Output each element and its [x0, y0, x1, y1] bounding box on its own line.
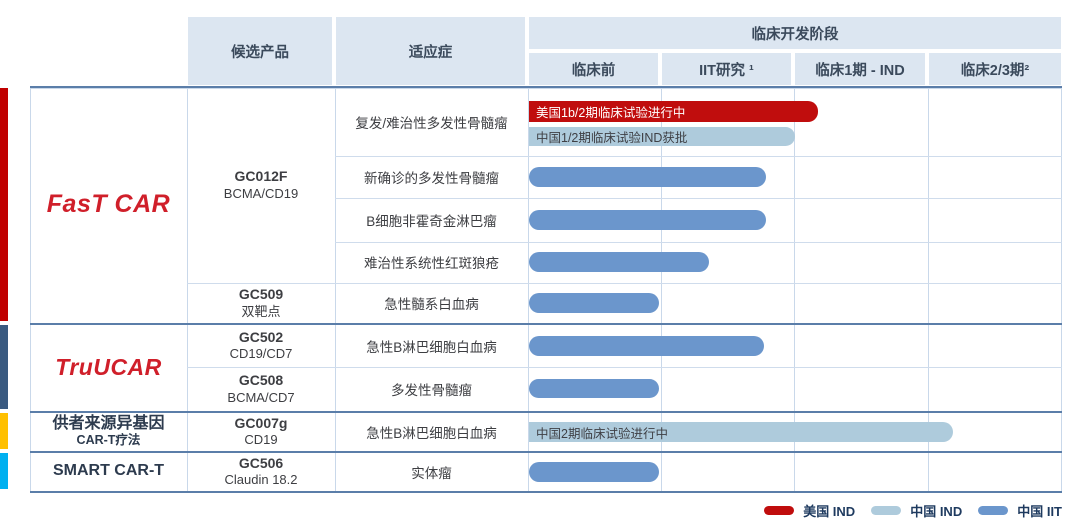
product-code: GC508: [238, 372, 284, 389]
grid-line: [661, 88, 662, 493]
platform-label-line1: 供者来源异基因: [52, 414, 165, 432]
product-target: CD19/CD7: [229, 346, 293, 362]
product-code: GC502: [238, 328, 284, 345]
product-target: Claudin 18.2: [224, 472, 298, 488]
product-code: GC509: [238, 286, 284, 303]
product-target: BCMA/CD7: [227, 389, 295, 405]
group-divider: [30, 451, 1062, 453]
grid-line: [335, 242, 1062, 243]
product-gc012f: GC012F BCMA/CD19: [188, 88, 334, 282]
indication-ball-gc502: 急性B淋巴细胞白血病: [366, 339, 497, 355]
platform-smartcart: SMART CAR-T: [31, 453, 186, 489]
grid-line: [187, 283, 1062, 284]
indication-aml: 急性髓系白血病: [384, 297, 479, 312]
legend-item-cn-iit: 中国 IIT: [978, 501, 1062, 520]
fastcar-logo: FasT CAR: [46, 190, 171, 218]
product-gc508: GC508 BCMA/CD7: [188, 368, 334, 410]
bar-gc012f-bnhl-cn-iit: [529, 210, 766, 230]
bar-gc012f-ndmm-cn-iit: [529, 167, 766, 187]
grid-line: [335, 198, 1062, 199]
platform-label: SMART CAR-T: [52, 461, 165, 479]
legend-swatch-cn-iit: [978, 506, 1009, 515]
product-gc007g: GC007g CD19: [188, 413, 334, 450]
product-target: BCMA/CD19: [223, 185, 299, 201]
grid-line: [187, 88, 188, 493]
legend-label: 美国 IND: [803, 504, 856, 519]
column-header-product: 候选产品: [187, 16, 333, 86]
grid-line: [794, 88, 795, 493]
platform-label-line2: CAR-T疗法: [76, 433, 141, 447]
product-code: GC007g: [234, 414, 288, 431]
legend-label: 中国 IIT: [1017, 504, 1062, 519]
truucar-logo: TruUCAR: [55, 353, 162, 380]
bar-gc012f-rrmm-us-ind: 美国1b/2期临床试验进行中: [529, 101, 818, 122]
legend-swatch-us-ind: [764, 506, 795, 515]
bar-gc012f-rrmm-cn-ind: 中国1/2期临床试验IND获批: [529, 127, 795, 146]
product-gc506: GC506 Claudin 18.2: [188, 453, 334, 490]
accent-bar-fastcar: [0, 88, 8, 321]
legend-item-us-ind: 美国 IND: [764, 501, 855, 520]
grid-line: [335, 156, 1062, 157]
bar-gc508-mm-cn-iit: [529, 379, 659, 398]
product-target: CD19: [244, 432, 278, 448]
legend: 美国 IND 中国 IND 中国 IIT: [764, 501, 1062, 520]
platform-allogeneic: 供者来源异基因 CAR-T疗法: [31, 413, 186, 449]
indication-sle: 难治性系统性红斑狼疮: [364, 256, 499, 271]
bar-gc506-solid-cn-iit: [529, 462, 659, 482]
accent-bar-smartcart: [0, 453, 8, 489]
stage-header-phase23: 临床2/3期²: [928, 52, 1062, 86]
product-gc502: GC502 CD19/CD7: [188, 325, 334, 366]
platform-truucar: TruUCAR: [31, 325, 186, 409]
bar-gc012f-sle-cn-iit: [529, 252, 709, 272]
product-code: GC012F: [234, 168, 288, 185]
group-divider: [30, 323, 1062, 325]
group-divider: [30, 411, 1062, 413]
indication-solid-tumor: 实体瘤: [411, 465, 452, 481]
legend-label: 中国 IND: [910, 504, 963, 519]
table-bottom-divider: [30, 491, 1062, 493]
indication-rrmm: 复发/难治性多发性骨髓瘤: [355, 115, 508, 131]
product-gc509: GC509 双靶点: [188, 284, 334, 322]
indication-ndmm: 新确诊的多发性骨髓瘤: [364, 170, 499, 186]
legend-swatch-cn-ind: [871, 506, 902, 515]
grid-line: [187, 367, 1062, 368]
accent-bar-allogeneic: [0, 413, 8, 449]
indication-ball-gc007g: 急性B淋巴细胞白血病: [366, 425, 497, 441]
legend-item-cn-ind: 中国 IND: [871, 501, 962, 520]
bar-gc509-aml-cn-iit: [529, 293, 659, 313]
bar-gc502-ball-cn-iit: [529, 336, 764, 356]
stage-header-phase1-ind: 临床1期 - IND: [794, 52, 926, 86]
grid-line: [335, 88, 336, 493]
bar-gc007g-ball-cn-ind: 中国2期临床试验进行中: [529, 422, 953, 442]
column-header-stage-group: 临床开发阶段: [528, 16, 1062, 50]
grid-line: [928, 88, 929, 493]
column-header-indication: 适应症: [335, 16, 526, 86]
platform-fastcar: FasT CAR: [31, 88, 186, 321]
stage-header-iit: IIT研究 ¹: [661, 52, 792, 86]
grid-line: [528, 88, 529, 493]
accent-bar-truucar: [0, 325, 8, 409]
stage-header-preclinical: 临床前: [528, 52, 659, 86]
indication-bnhl: B细胞非霍奇金淋巴瘤: [366, 213, 497, 229]
header-divider: [30, 86, 1062, 88]
product-code: GC506: [238, 454, 284, 471]
product-target: 双靶点: [241, 303, 281, 319]
indication-mm-gc508: 多发性骨髓瘤: [391, 383, 472, 398]
